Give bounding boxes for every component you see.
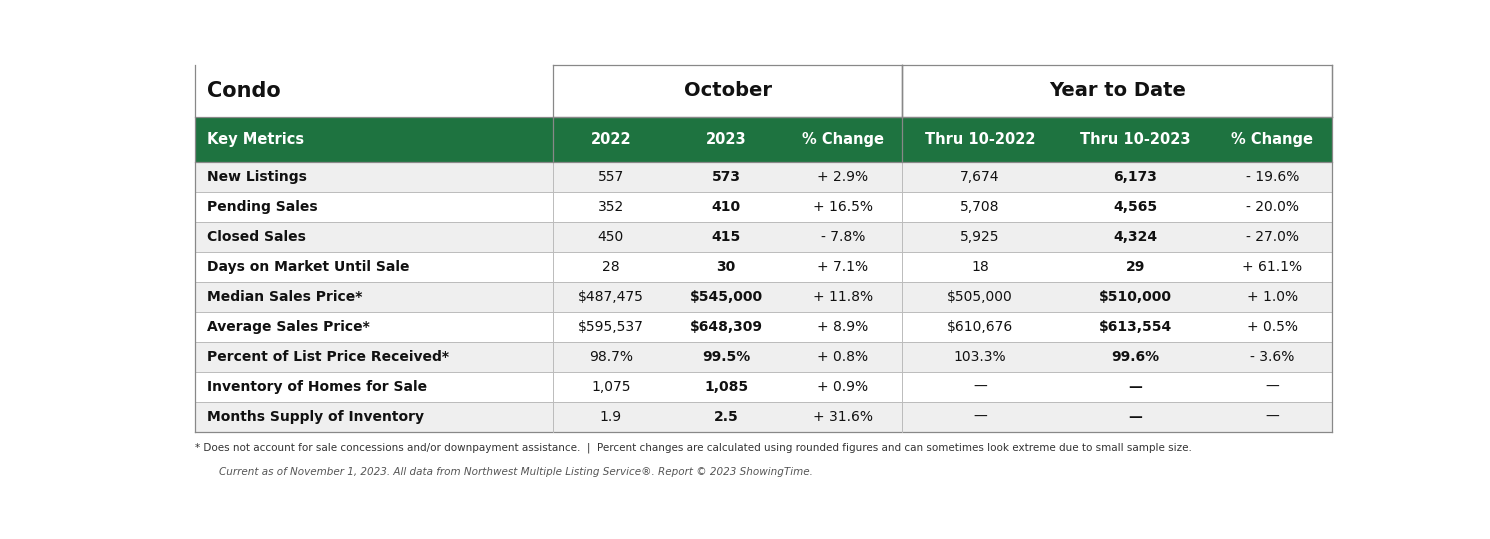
Text: 450: 450 bbox=[597, 230, 624, 244]
Bar bbox=[195, 372, 1332, 402]
Text: + 0.5%: + 0.5% bbox=[1247, 320, 1298, 334]
Text: 99.6%: 99.6% bbox=[1112, 350, 1159, 364]
Text: $595,537: $595,537 bbox=[578, 320, 644, 334]
Text: Average Sales Price*: Average Sales Price* bbox=[207, 320, 370, 334]
Text: + 61.1%: + 61.1% bbox=[1243, 260, 1302, 274]
Text: + 0.9%: + 0.9% bbox=[818, 380, 869, 394]
Text: 1.9: 1.9 bbox=[600, 410, 621, 424]
Text: - 20.0%: - 20.0% bbox=[1246, 200, 1299, 214]
Text: + 8.9%: + 8.9% bbox=[818, 320, 869, 334]
Text: $613,554: $613,554 bbox=[1098, 320, 1173, 334]
Text: 2022: 2022 bbox=[590, 132, 632, 147]
Text: Percent of List Price Received*: Percent of List Price Received* bbox=[207, 350, 448, 364]
Text: - 19.6%: - 19.6% bbox=[1246, 170, 1299, 184]
Text: Thru 10-2023: Thru 10-2023 bbox=[1080, 132, 1191, 147]
Text: 99.5%: 99.5% bbox=[702, 350, 749, 364]
Bar bbox=[195, 65, 1332, 116]
Text: 5,708: 5,708 bbox=[961, 200, 1000, 214]
Text: 98.7%: 98.7% bbox=[589, 350, 633, 364]
Text: Months Supply of Inventory: Months Supply of Inventory bbox=[207, 410, 425, 424]
Text: 103.3%: 103.3% bbox=[954, 350, 1006, 364]
Bar bbox=[195, 402, 1332, 432]
Text: 2023: 2023 bbox=[706, 132, 746, 147]
Text: 2.5: 2.5 bbox=[714, 410, 739, 424]
Bar bbox=[195, 252, 1332, 282]
Text: —: — bbox=[973, 380, 986, 394]
Text: + 31.6%: + 31.6% bbox=[814, 410, 873, 424]
Text: - 3.6%: - 3.6% bbox=[1250, 350, 1295, 364]
Text: Days on Market Until Sale: Days on Market Until Sale bbox=[207, 260, 410, 274]
Text: Thru 10-2022: Thru 10-2022 bbox=[925, 132, 1036, 147]
Bar bbox=[195, 342, 1332, 372]
Text: —: — bbox=[1265, 380, 1280, 394]
Text: * Does not account for sale concessions and/or downpayment assistance.  |  Perce: * Does not account for sale concessions … bbox=[195, 443, 1192, 453]
Text: $510,000: $510,000 bbox=[1098, 290, 1171, 304]
Text: October: October bbox=[684, 81, 772, 100]
Text: —: — bbox=[1128, 380, 1143, 394]
Text: + 2.9%: + 2.9% bbox=[818, 170, 869, 184]
Text: 7,674: 7,674 bbox=[961, 170, 1000, 184]
Text: Current as of November 1, 2023. All data from Northwest Multiple Listing Service: Current as of November 1, 2023. All data… bbox=[219, 467, 812, 477]
Text: $487,475: $487,475 bbox=[578, 290, 644, 304]
Bar bbox=[195, 312, 1332, 342]
Text: 6,173: 6,173 bbox=[1113, 170, 1158, 184]
Text: % Change: % Change bbox=[1231, 132, 1313, 147]
Text: Condo: Condo bbox=[207, 81, 280, 101]
Text: —: — bbox=[973, 410, 986, 424]
Text: $545,000: $545,000 bbox=[690, 290, 763, 304]
Text: Closed Sales: Closed Sales bbox=[207, 230, 305, 244]
Text: New Listings: New Listings bbox=[207, 170, 307, 184]
Text: + 11.8%: + 11.8% bbox=[814, 290, 873, 304]
Text: $648,309: $648,309 bbox=[690, 320, 763, 334]
Text: Year to Date: Year to Date bbox=[1049, 81, 1186, 100]
Text: 18: 18 bbox=[971, 260, 989, 274]
Text: 4,324: 4,324 bbox=[1113, 230, 1158, 244]
Text: 4,565: 4,565 bbox=[1113, 200, 1158, 214]
Bar bbox=[195, 116, 1332, 162]
Text: 415: 415 bbox=[711, 230, 741, 244]
Text: % Change: % Change bbox=[802, 132, 884, 147]
Text: 5,925: 5,925 bbox=[961, 230, 1000, 244]
Text: 352: 352 bbox=[597, 200, 624, 214]
Text: 1,085: 1,085 bbox=[703, 380, 748, 394]
Bar bbox=[195, 222, 1332, 252]
Text: 28: 28 bbox=[602, 260, 620, 274]
Text: + 7.1%: + 7.1% bbox=[818, 260, 869, 274]
Text: 557: 557 bbox=[597, 170, 624, 184]
Bar bbox=[195, 162, 1332, 192]
Text: 410: 410 bbox=[711, 200, 741, 214]
Text: Inventory of Homes for Sale: Inventory of Homes for Sale bbox=[207, 380, 428, 394]
Text: - 27.0%: - 27.0% bbox=[1246, 230, 1299, 244]
Text: + 1.0%: + 1.0% bbox=[1247, 290, 1298, 304]
Text: + 0.8%: + 0.8% bbox=[818, 350, 869, 364]
Text: —: — bbox=[1128, 410, 1143, 424]
Text: 29: 29 bbox=[1125, 260, 1144, 274]
Text: Key Metrics: Key Metrics bbox=[207, 132, 304, 147]
Text: 30: 30 bbox=[717, 260, 736, 274]
Text: - 7.8%: - 7.8% bbox=[821, 230, 866, 244]
Text: 1,075: 1,075 bbox=[592, 380, 630, 394]
Bar bbox=[195, 282, 1332, 312]
Text: 573: 573 bbox=[712, 170, 741, 184]
Text: —: — bbox=[1265, 410, 1280, 424]
Text: $610,676: $610,676 bbox=[948, 320, 1013, 334]
Text: + 16.5%: + 16.5% bbox=[814, 200, 873, 214]
Text: Median Sales Price*: Median Sales Price* bbox=[207, 290, 362, 304]
Text: $505,000: $505,000 bbox=[948, 290, 1013, 304]
Bar bbox=[195, 192, 1332, 222]
Text: Pending Sales: Pending Sales bbox=[207, 200, 317, 214]
